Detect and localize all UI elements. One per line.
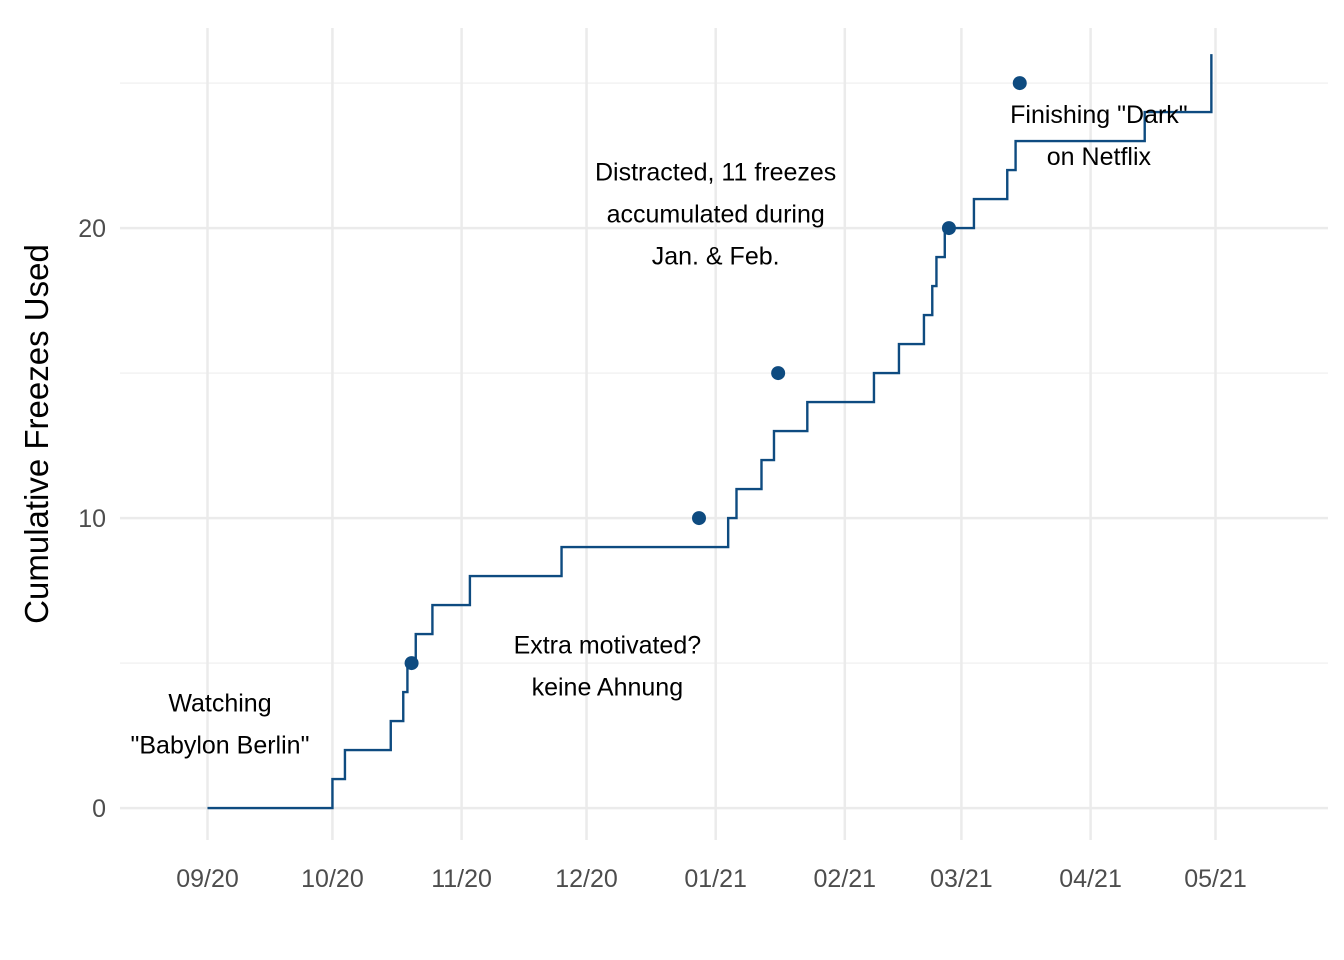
x-tick-label: 04/21 [1059,865,1122,893]
x-tick-label: 03/21 [930,865,993,893]
highlight-point [1012,76,1027,91]
highlight-point [941,221,956,236]
point-layer [404,76,1027,671]
annotation-line: Extra motivated? [514,632,702,660]
annotation-line: Watching [168,690,271,718]
annotation: Distracted, 11 freezes accumulated during… [595,158,836,270]
annotation: Extra motivated? keine Ahnung [514,632,702,702]
x-tick-label: 10/20 [301,865,364,893]
y-axis-title: Cumulative Freezes Used [18,244,55,624]
annotation-layer: Watching "Babylon Berlin" Extra motivated?… [130,101,1187,760]
series-step-line [207,54,1213,810]
line-layer [207,54,1213,810]
y-tick-label: 20 [78,215,106,243]
annotation: Watching "Babylon Berlin" [130,690,309,760]
x-tick-label: 01/21 [684,865,747,893]
x-tick-label: 12/20 [555,865,618,893]
annotation-line: accumulated during [607,200,825,228]
annotation-line: "Babylon Berlin" [130,732,309,760]
x-tick-label: 09/20 [176,865,239,893]
annotation-line: Distracted, 11 freezes [595,158,836,186]
annotation-line: on Netflix [1047,143,1152,171]
y-tick-label: 10 [78,505,106,533]
x-tick-label: 02/21 [814,865,877,893]
highlight-point [771,366,786,381]
grid-layer [120,28,1328,840]
highlight-point [404,656,419,671]
axis-layer: 0 10 20 09/20 10/20 11/20 12/20 01/21 02/21 03/21… [78,215,1247,893]
x-tick-label: 05/21 [1184,865,1247,893]
annotation-line: Finishing "Dark" [1010,101,1188,129]
highlight-point [692,511,707,526]
annotation-line: Jan. & Feb. [652,242,780,270]
y-tick-label: 0 [92,795,106,823]
annotation: Finishing "Dark" on Netflix [1010,101,1188,171]
annotation-line: keine Ahnung [532,674,684,702]
x-tick-label: 11/20 [431,865,492,893]
